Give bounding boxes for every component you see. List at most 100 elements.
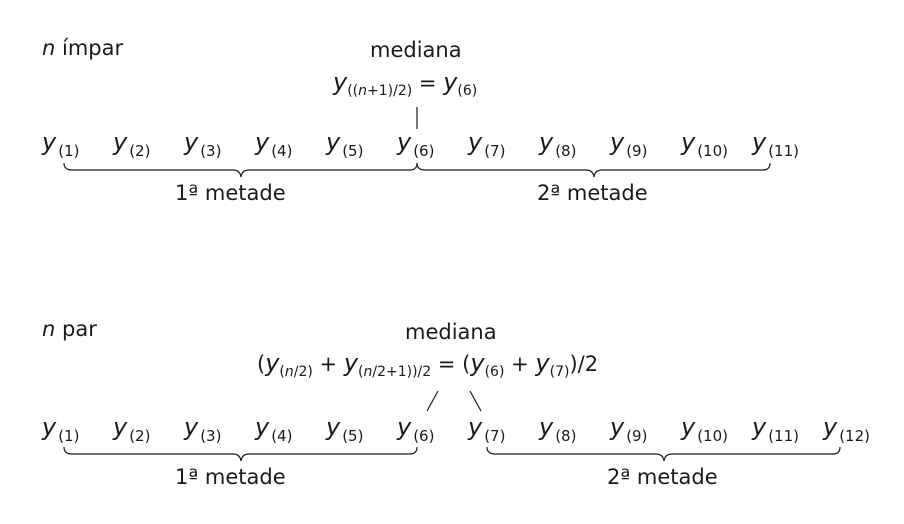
odd-half1-label: 1ª metade — [175, 181, 286, 205]
odd-term-sub: (5) — [342, 142, 364, 160]
odd-median-label: mediana — [370, 38, 462, 62]
odd-term-8: y (8) — [539, 128, 576, 160]
odd-term-sub: (2) — [129, 142, 151, 160]
even-term-sub: (5) — [342, 427, 364, 445]
even-term-11: y (11) — [752, 413, 799, 445]
even-title-var: n — [42, 317, 56, 341]
even-formula-sub1-rest: /2) — [293, 364, 313, 380]
even-title: n par — [42, 317, 97, 341]
even-term-sub: (9) — [626, 427, 648, 445]
even-term-sub: (11) — [768, 427, 799, 445]
even-term-5: y (5) — [326, 413, 363, 445]
even-term-sub: (6) — [413, 427, 435, 445]
odd-title: n ímpar — [42, 36, 123, 60]
odd-term-var: y — [539, 128, 554, 156]
even-formula-open: ( — [257, 352, 266, 376]
odd-term-11: y (11) — [752, 128, 799, 160]
odd-term-sub: (9) — [626, 142, 648, 160]
odd-formula-sub-rest: +1)/2) — [367, 83, 413, 99]
even-title-word: par — [62, 317, 97, 341]
odd-term-sub: (1) — [58, 142, 80, 160]
even-formula-sub1-n: n — [284, 364, 294, 380]
even-formula-var2: y — [343, 349, 359, 377]
odd-median-formula: y((n+1)/2) = y(6) — [333, 68, 477, 99]
even-term-sub: (3) — [200, 427, 222, 445]
odd-term-var: y — [113, 128, 128, 156]
odd-term-var: y — [752, 128, 767, 156]
even-term-var: y — [113, 413, 128, 441]
even-half2-brace — [486, 446, 841, 462]
even-term-9: y (9) — [610, 413, 647, 445]
even-formula-rhs-sub2: (7) — [549, 364, 570, 380]
odd-term-var: y — [255, 128, 270, 156]
even-term-sub: (2) — [129, 427, 151, 445]
even-term-var: y — [255, 413, 270, 441]
odd-title-var: n — [42, 36, 56, 60]
even-term-12: y (12) — [823, 413, 870, 445]
odd-term-6: y (6) — [397, 128, 434, 160]
odd-term-var: y — [397, 128, 412, 156]
odd-term-10: y (10) — [681, 128, 728, 160]
odd-half2-brace — [416, 162, 771, 178]
even-term-var: y — [397, 413, 412, 441]
odd-formula-rhs-var: y — [443, 68, 458, 96]
odd-term-2: y (2) — [113, 128, 150, 160]
even-formula-rhs-close: )/2 — [569, 352, 599, 376]
even-half2-label: 2ª metade — [607, 465, 718, 489]
even-term-sub: (12) — [839, 427, 870, 445]
odd-title-word: ímpar — [62, 36, 124, 60]
odd-term-3: y (3) — [184, 128, 221, 160]
odd-formula-var: y — [333, 68, 348, 96]
even-term-var: y — [326, 413, 341, 441]
even-formula-rhs-open: ( — [462, 352, 471, 376]
odd-term-sub: (6) — [413, 142, 435, 160]
odd-term-9: y (9) — [610, 128, 647, 160]
even-term-10: y (10) — [681, 413, 728, 445]
even-half1-label: 1ª metade — [175, 465, 286, 489]
odd-formula-sub-n: n — [358, 83, 368, 99]
odd-term-var: y — [326, 128, 341, 156]
even-term-var: y — [681, 413, 696, 441]
even-term-sub: (10) — [697, 427, 728, 445]
even-formula-rhs-var2: y — [535, 349, 550, 377]
odd-term-5: y (5) — [326, 128, 363, 160]
odd-term-7: y (7) — [468, 128, 505, 160]
even-formula-sub2-rest: /2+1))/2 — [372, 364, 432, 380]
even-formula-rhs-var1: y — [470, 349, 485, 377]
even-median-pointer-left — [426, 390, 439, 412]
even-formula-plus: + — [319, 352, 338, 376]
odd-half1-brace — [63, 162, 418, 178]
odd-term-sub: (10) — [697, 142, 728, 160]
odd-term-sub: (7) — [484, 142, 506, 160]
odd-formula-eq: = — [418, 71, 437, 95]
odd-term-1: y (1) — [42, 128, 79, 160]
odd-term-var: y — [610, 128, 625, 156]
even-term-6: y (6) — [397, 413, 434, 445]
even-formula-eq: = — [437, 352, 456, 376]
odd-term-var: y — [468, 128, 483, 156]
even-term-3: y (3) — [184, 413, 221, 445]
odd-term-sub: (3) — [200, 142, 222, 160]
even-formula-sub2-open: ( — [358, 364, 364, 380]
even-term-1: y (1) — [42, 413, 79, 445]
odd-term-sub: (11) — [768, 142, 799, 160]
odd-term-sub: (8) — [555, 142, 577, 160]
even-term-7: y (7) — [468, 413, 505, 445]
even-term-var: y — [42, 413, 57, 441]
odd-formula-rhs-sub: (6) — [457, 83, 478, 99]
even-term-var: y — [468, 413, 483, 441]
even-median-formula: (y(n/2) + y(n/2+1))/2 = (y(6) + y(7))/2 — [257, 349, 598, 380]
even-term-var: y — [752, 413, 767, 441]
odd-term-var: y — [681, 128, 696, 156]
even-term-sub: (4) — [271, 427, 293, 445]
odd-term-4: y (4) — [255, 128, 292, 160]
odd-term-var: y — [184, 128, 199, 156]
even-formula-rhs-plus: + — [511, 352, 529, 376]
even-formula-sub1-open: ( — [279, 364, 285, 380]
even-median-label: mediana — [405, 320, 497, 344]
even-formula-sub2-n: n — [363, 364, 373, 380]
even-formula-rhs-sub1: (6) — [484, 364, 505, 380]
even-term-var: y — [184, 413, 199, 441]
